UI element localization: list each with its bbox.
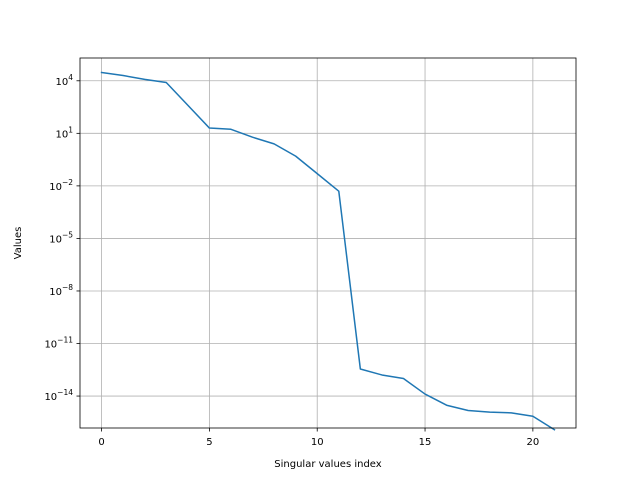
y-tick-mantissa: 10	[44, 340, 57, 351]
grid	[80, 58, 576, 428]
x-ticks: 0 5 10 15 20	[98, 428, 539, 448]
y-tick-mantissa: 10	[55, 129, 68, 140]
series-layer	[100, 71, 556, 431]
y-tick-exponent: −8	[62, 283, 73, 292]
x-tick-label: 15	[419, 437, 432, 448]
y-tick-label: 104	[55, 73, 73, 88]
y-tick-exponent: −2	[62, 178, 73, 187]
y-tick-exponent: −11	[57, 336, 73, 345]
y-tick-exponent: 4	[68, 73, 73, 82]
y-tick-exponent: 1	[68, 125, 73, 134]
y-axis-label: Values	[13, 227, 24, 260]
y-tick-exponent: −14	[57, 388, 73, 397]
y-tick-mantissa: 10	[49, 182, 62, 193]
x-tick-label: 20	[527, 437, 540, 448]
y-tick-label: 10−5	[49, 230, 73, 245]
y-tick-label: 10−8	[49, 283, 73, 298]
x-tick-label: 5	[206, 437, 212, 448]
x-axis-label: Singular values index	[274, 459, 381, 470]
plot-frame	[79, 57, 577, 429]
y-tick-label: 10−11	[44, 336, 73, 351]
y-tick-mantissa: 10	[55, 77, 68, 88]
y-tick-label: 101	[55, 125, 73, 140]
y-tick-label: 10−2	[49, 178, 73, 193]
series-line	[100, 71, 556, 431]
y-tick-mantissa: 10	[49, 287, 62, 298]
y-tick-label: 10−14	[44, 388, 73, 403]
y-tick-exponent: −5	[62, 230, 73, 239]
x-tick-label: 10	[311, 437, 324, 448]
y-tick-mantissa: 10	[44, 392, 57, 403]
y-tick-mantissa: 10	[49, 234, 62, 245]
x-tick-label: 0	[98, 437, 104, 448]
